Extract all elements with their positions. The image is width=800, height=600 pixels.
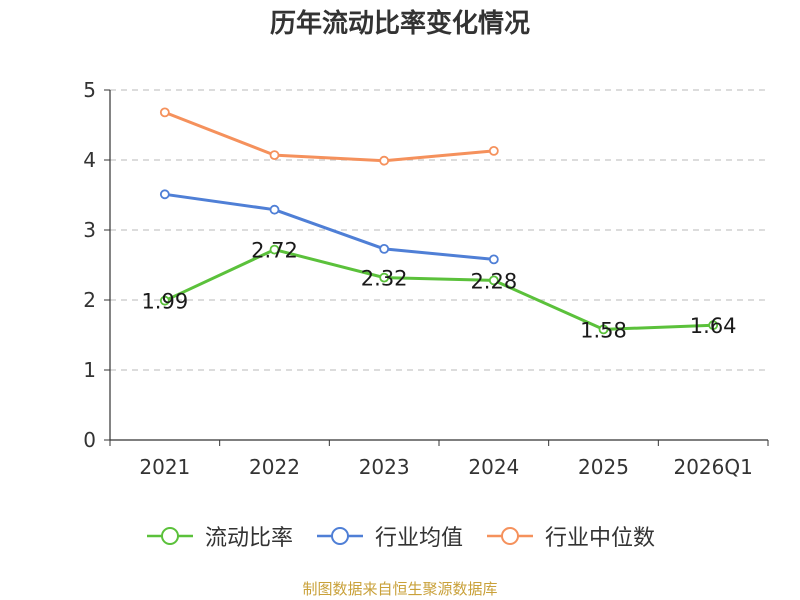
legend-swatch-icon <box>316 527 363 545</box>
data-point-2 <box>379 155 390 166</box>
data-point-1 <box>159 189 170 200</box>
data-point-2 <box>159 107 170 118</box>
series-line-0 <box>164 248 714 331</box>
axes: 0 1 2 3 4 5 2021 2022 2023 2024 2025 2026Q1 <box>83 78 769 479</box>
chart-title: 历年流动比率变化情况 <box>269 9 530 39</box>
data-point-2 <box>488 145 499 156</box>
data-label: 2.32 <box>361 267 408 291</box>
legend-swatch-marker <box>330 527 349 545</box>
data-point-0 <box>488 275 499 286</box>
legend-label: 行业中位数 <box>545 526 656 551</box>
x-tick-label: 2026Q1 <box>673 455 752 479</box>
legend-swatch-icon <box>487 527 533 545</box>
legend-item-2[interactable]: 行业中位数 <box>485 520 655 552</box>
data-point-0 <box>269 244 280 255</box>
y-tick-label: 4 <box>83 148 96 172</box>
y-tick-label: 5 <box>83 78 96 102</box>
x-tick-label: 2025 <box>578 455 629 479</box>
data-label: 1.99 <box>141 290 188 314</box>
data-point-1 <box>488 254 499 265</box>
data-label: 2.72 <box>251 239 298 263</box>
data-point-0 <box>708 320 719 331</box>
data-label: 1.58 <box>580 318 627 342</box>
data-point-2 <box>269 150 280 161</box>
legend-swatch-marker <box>160 527 179 545</box>
series <box>159 107 719 335</box>
y-tick-label: 3 <box>83 218 96 242</box>
legend-item-0[interactable]: 流动比率 <box>145 520 293 552</box>
legend: 流动比率 行业均值 行业中位数 <box>0 516 800 556</box>
y-tick-label: 0 <box>83 428 96 452</box>
series-line-1 <box>164 192 494 261</box>
x-tick-label: 2024 <box>468 455 519 479</box>
legend-label: 行业均值 <box>374 526 463 551</box>
data-point-0 <box>379 272 390 283</box>
data-label: 2.28 <box>470 269 517 293</box>
y-tick-label: 1 <box>83 358 96 382</box>
x-tick-label: 2022 <box>249 455 300 479</box>
x-tick-label: 2023 <box>359 455 410 479</box>
data-point-1 <box>379 243 390 254</box>
y-tick-label: 2 <box>83 288 96 312</box>
data-labels: 1.99 2.72 2.32 2.28 1.58 1.64 <box>141 239 736 343</box>
data-point-1 <box>269 204 280 215</box>
legend-label: 流动比率 <box>204 526 293 551</box>
legend-swatch-marker <box>501 527 519 545</box>
legend-swatch-icon <box>146 527 193 545</box>
x-tick-label: 2021 <box>139 455 190 479</box>
series-line-2 <box>164 111 494 163</box>
source-note: 制图数据来自恒生聚源数据库 <box>302 580 498 598</box>
data-point-0 <box>159 295 170 306</box>
legend-item-1[interactable]: 行业均值 <box>315 520 463 552</box>
data-point-0 <box>598 324 609 335</box>
data-label: 1.64 <box>690 314 737 338</box>
